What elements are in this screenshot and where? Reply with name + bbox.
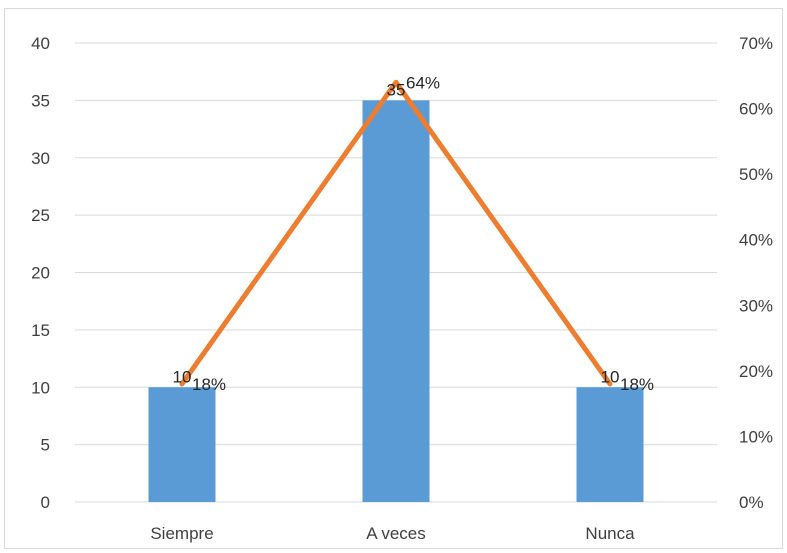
line-value-label: 64%	[406, 73, 440, 92]
bar-series	[148, 100, 644, 502]
right-axis-tick-label: 40%	[739, 231, 773, 250]
right-axis-tick-label: 10%	[739, 427, 773, 446]
left-axis-tick-label: 10	[31, 378, 50, 397]
right-axis-tick-label: 50%	[739, 165, 773, 184]
right-axis: 0% 10% 20% 30% 40% 50% 60% 70%	[739, 34, 773, 512]
x-axis-tick-label: Nunca	[585, 524, 635, 543]
left-axis-tick-label: 5	[41, 436, 50, 455]
line-value-label: 18%	[620, 375, 654, 394]
x-axis-tick-label: A veces	[366, 524, 426, 543]
right-axis-tick-label: 0%	[739, 493, 764, 512]
right-axis-tick-label: 60%	[739, 100, 773, 119]
left-axis-tick-label: 15	[31, 321, 50, 340]
right-axis-tick-label: 20%	[739, 362, 773, 381]
left-axis-tick-label: 30	[31, 149, 50, 168]
right-axis-tick-label: 30%	[739, 296, 773, 315]
bar-value-label: 10	[173, 367, 192, 386]
bar	[576, 387, 644, 502]
left-axis-tick-label: 35	[31, 91, 50, 110]
left-axis-tick-label: 20	[31, 264, 50, 283]
chart-frame	[4, 8, 783, 549]
line-series	[179, 79, 613, 387]
left-axis-tick-label: 25	[31, 206, 50, 225]
line-value-label: 18%	[192, 375, 226, 394]
bar-value-label: 35	[387, 80, 406, 99]
x-axis: Siempre A veces Nunca	[150, 524, 635, 543]
x-axis-tick-label: Siempre	[150, 524, 213, 543]
bar	[148, 387, 216, 502]
left-axis-tick-label: 0	[41, 493, 50, 512]
bar	[362, 100, 430, 502]
right-axis-tick-label: 70%	[739, 34, 773, 53]
left-axis-tick-label: 40	[31, 34, 50, 53]
left-axis: 0 5 10 15 20 25 30 35 40	[31, 34, 50, 512]
bar-value-label: 10	[601, 367, 620, 386]
